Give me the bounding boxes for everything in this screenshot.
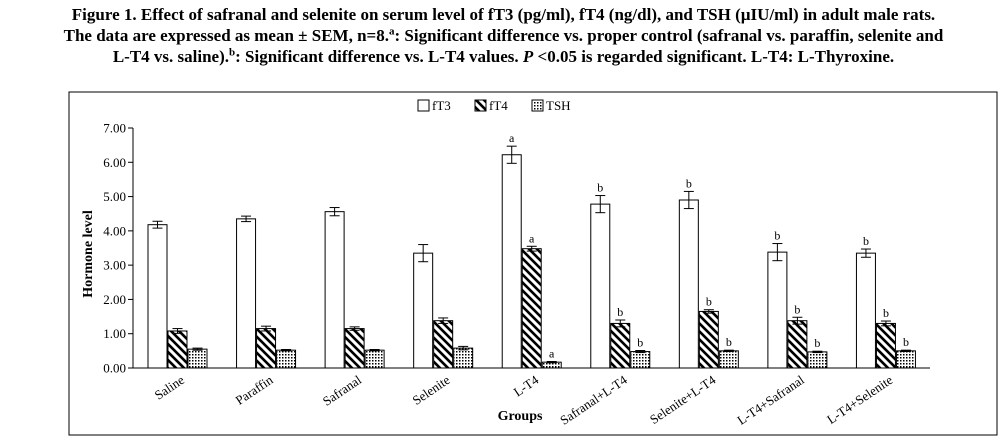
y-tick-label: 3.00	[103, 258, 126, 273]
caption-line-1: Figure 1. Effect of safranal and selenit…	[71, 5, 936, 24]
bar-tsh	[453, 347, 474, 369]
bar-ft3	[678, 199, 699, 369]
bar-ft4	[610, 322, 631, 369]
bar-ft4	[256, 328, 277, 369]
x-axis-title: Groups	[498, 409, 543, 424]
significance-label: b	[794, 302, 800, 316]
y-tick-label: 1.00	[103, 326, 126, 341]
legend-swatch-ft4	[474, 99, 487, 112]
significance-label: b	[863, 234, 869, 248]
bar-ft4	[787, 320, 808, 369]
bar-tsh	[630, 351, 651, 369]
caption-line-3c: <0.05 is regarded significant. L-T4: L-T…	[533, 47, 895, 66]
bar-ft3	[855, 252, 876, 369]
caption-sup-a: a	[388, 25, 395, 38]
bar-tsh	[187, 348, 208, 369]
chart-frame	[68, 91, 998, 436]
legend: fT3 fT4 TSH	[417, 98, 571, 113]
bar-tsh	[807, 351, 828, 369]
bar-ft4	[344, 328, 365, 369]
legend-label-tsh: TSH	[546, 98, 571, 113]
bar-tsh	[895, 350, 916, 369]
bar-tsh	[276, 349, 297, 369]
y-tick-label: 5.00	[103, 189, 126, 204]
y-tick-label: 0.00	[103, 361, 126, 376]
category-label: Saline	[152, 372, 188, 403]
y-tick-label: 7.00	[103, 121, 126, 136]
bar-tsh	[718, 350, 739, 369]
caption-sup-b: b	[229, 46, 236, 59]
category-label: Selenite+L-T4	[647, 372, 719, 427]
y-axis-title: Hormone level	[81, 210, 96, 298]
category-label: Safranal+L-T4	[557, 372, 630, 428]
bar-ft3	[767, 251, 788, 369]
significance-label: b	[637, 336, 643, 350]
y-tick-label: 6.00	[103, 155, 126, 170]
legend-swatch-ft3	[417, 99, 430, 112]
legend-label-ft3: fT3	[432, 98, 451, 113]
significance-label: a	[509, 131, 515, 145]
bar-ft3	[413, 252, 434, 369]
significance-label: b	[617, 305, 623, 319]
significance-label: b	[686, 176, 692, 190]
bars	[147, 145, 916, 369]
bar-ft4	[521, 248, 542, 369]
bar-ft3	[324, 211, 345, 369]
category-label: Selenite	[410, 372, 453, 408]
caption-line-3a: L-T4 vs. saline).	[112, 47, 230, 66]
significance-label: b	[883, 306, 889, 320]
bar-ft3	[590, 203, 611, 369]
bar-ft4	[875, 322, 896, 369]
caption-p-symbol: P	[522, 47, 534, 66]
caption-line-2: The data are expressed as mean ± SEM, n=…	[63, 26, 389, 45]
significance-label: b	[726, 335, 732, 349]
significance-label: b	[706, 295, 712, 309]
legend-swatch-tsh	[531, 99, 544, 112]
caption-line-2b: : Significant difference vs. proper cont…	[394, 26, 944, 45]
significance-label: b	[774, 229, 780, 243]
caption-line-3b: : Significant difference vs. L-T4 values…	[235, 47, 523, 66]
category-label: L-T4+Safranal	[734, 372, 807, 428]
category-label: L-T4	[511, 372, 542, 400]
bar-ft4	[698, 310, 719, 369]
bar-tsh	[364, 349, 385, 369]
bar-ft3	[236, 218, 257, 369]
category-label: Paraffin	[233, 372, 276, 408]
bar-ft3	[501, 154, 522, 369]
bar-ft3	[147, 224, 168, 369]
legend-label-ft4: fT4	[489, 98, 508, 113]
y-tick-label: 2.00	[103, 292, 126, 307]
y-tick-label: 4.00	[103, 223, 126, 238]
bar-ft4	[433, 320, 454, 369]
significance-label: b	[597, 181, 603, 195]
significance-label: b	[814, 336, 820, 350]
category-label: Safranal	[320, 372, 365, 409]
significance-label: b	[903, 335, 909, 349]
bar-ft4	[167, 330, 188, 369]
figure-caption: Figure 1. Effect of safranal and selenit…	[4, 4, 1003, 67]
significance-label: a	[529, 231, 535, 245]
category-label: L-T4+Selenite	[824, 372, 896, 427]
significance-label: a	[549, 346, 555, 360]
